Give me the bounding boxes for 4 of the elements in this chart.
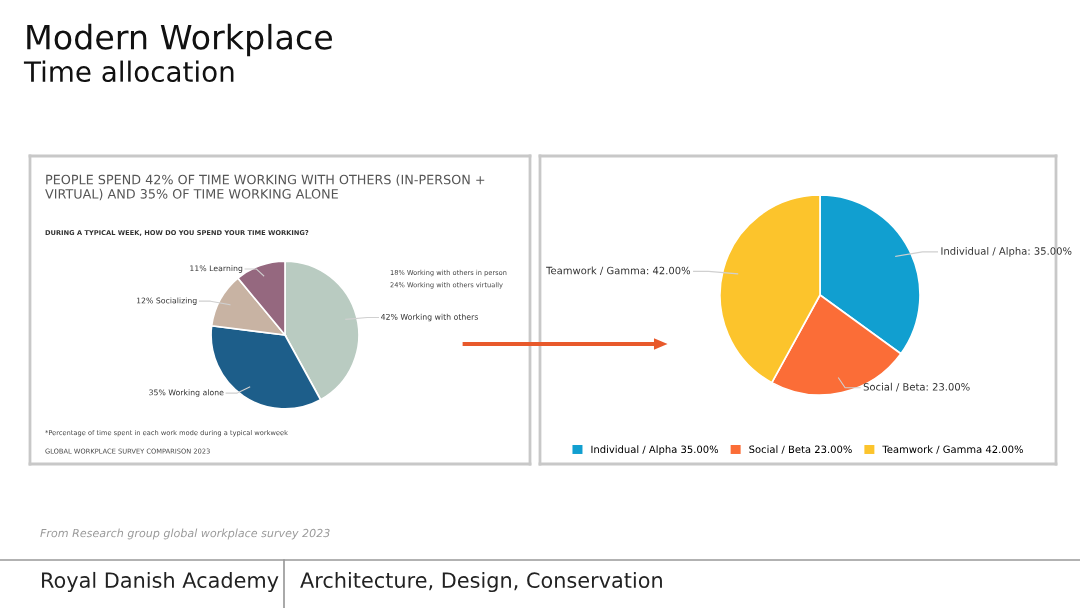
text: Royal Danish Academy [42, 571, 279, 593]
text: Time allocation [23, 60, 234, 83]
text: Modern Workplace [27, 23, 332, 57]
text: Architecture, Design, Conservation [300, 571, 662, 593]
